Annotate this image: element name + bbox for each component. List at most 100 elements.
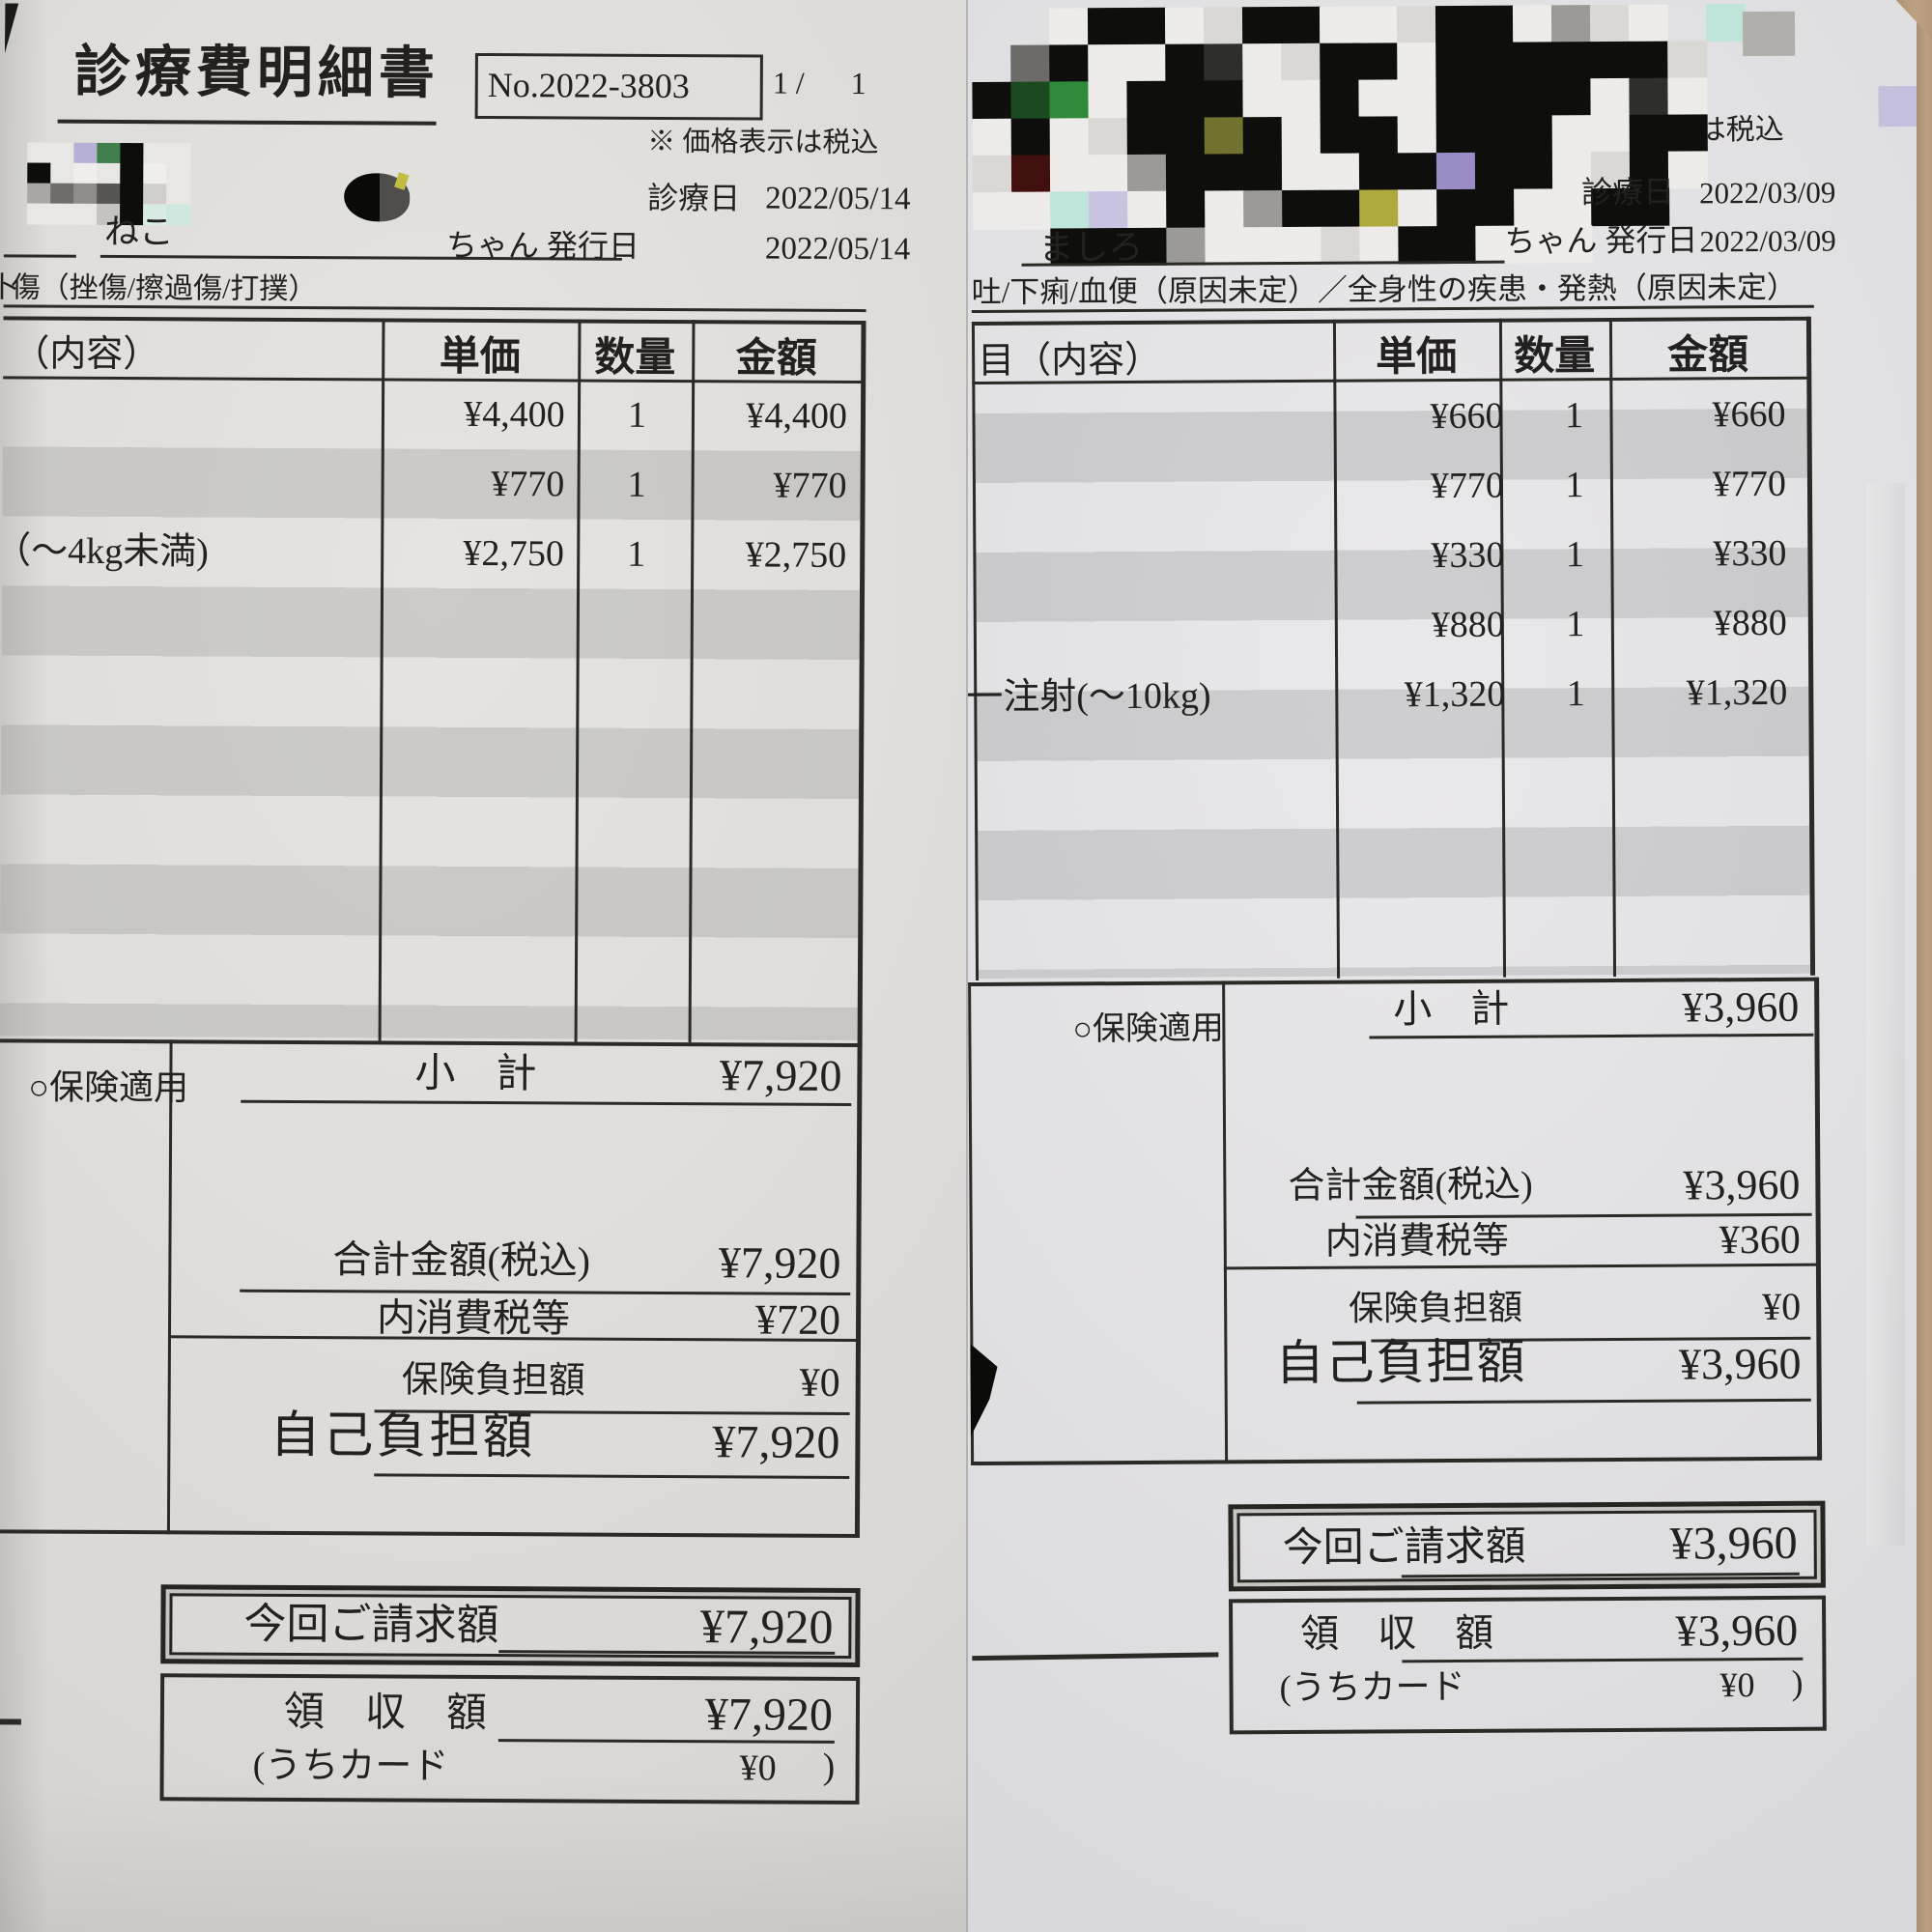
item-unit-price: ¥660 [1430,395,1504,438]
item-quantity: 1 [627,394,647,436]
insurance-burden-label: 保険負担額 [1349,1288,1523,1328]
redaction-pixel [1629,41,1669,79]
table-row: （～4kg未満) ¥2,750 1 ¥2,750 [0,516,862,590]
item-amount: ¥660 [1712,393,1786,436]
subtotal-underline [1369,1033,1814,1039]
item-quantity: 1 [1566,604,1585,645]
redaction-pixel [1359,189,1400,228]
subtotal-value: ¥7,920 [719,1050,842,1100]
redaction-pixel [1087,8,1128,46]
redaction-pixel [1358,116,1399,155]
redaction-pixel [1475,188,1516,227]
item-rows: ¥660 1 ¥660 ¥770 1 ¥770 ¥330 1 ¥330 ¥880… [966,380,1808,732]
receipt-number-box: No.2022-3803 [474,52,763,121]
redaction-pixel [1435,115,1476,155]
redaction-pixel [1204,80,1244,119]
self-pay-value: ¥3,960 [1678,1338,1802,1389]
redaction-pixel [1513,42,1553,80]
redaction-pixel [1667,41,1708,79]
insurance-applied-label: ○保険適用 [28,1067,189,1108]
redaction-pixel [1241,7,1283,45]
redaction-pixel [1203,7,1244,45]
redaction-pixel [1165,154,1207,192]
redaction-pixel [1089,191,1129,230]
billed-label: 今回ご請求額 [1282,1524,1526,1572]
insurance-burden-value: ¥0 [799,1360,840,1406]
visit-date-label: 診療日 [1581,174,1675,211]
redaction-pixel [1049,118,1090,156]
redaction-pixel [1204,117,1244,156]
redaction-pixel [1126,80,1167,120]
redaction-pixel [1397,153,1438,191]
redaction-pixel [1125,7,1167,46]
diagnosis-text: 傷（挫傷/擦過傷/打撲） [11,271,318,306]
redaction-pixel [1398,189,1438,228]
item-description: （～4kg未満) [0,530,210,573]
redaction-pixel [1667,77,1708,116]
redaction-pixel [1088,155,1129,193]
redaction-pixel [97,142,122,165]
page-indicator: 1 / 1 [772,65,867,101]
redaction-pixel [1357,6,1399,44]
paper-edge-line [972,1652,1219,1662]
insurance-burden-label: 保険負担額 [401,1359,585,1402]
title-underline [57,119,437,126]
diagnosis-underline [3,304,867,313]
self-pay-value: ¥7,920 [712,1416,840,1468]
redaction-pixel [1049,81,1090,120]
item-amount: ¥770 [773,465,847,506]
redaction-pixel [1088,118,1128,156]
redaction-pixel [1358,79,1399,118]
redaction-pixel [1242,80,1283,119]
redaction-pixel [1589,4,1631,43]
subtotal-label: 小 計 [1393,986,1510,1032]
redaction-pixel [1204,154,1245,192]
redaction-pixel [1628,4,1669,43]
redaction-pixel [1396,6,1437,44]
redaction-pixel [97,162,122,185]
redaction-pixel [1590,77,1631,117]
tax-included-note: ※ 価格表示は税込 [647,126,879,159]
table-row: ¥770 1 ¥770 [2,446,862,521]
redaction-pixel [1514,188,1554,227]
redaction-pixel [27,162,52,185]
redaction-pixel [1398,226,1438,265]
redaction-pixel [1281,116,1321,156]
receipt-photo-left: 診療費明細書 No.2022-3803 1 / 1 ※ 価格表示は税込 診療日 … [0,0,966,1932]
redaction-pixel [1321,189,1361,228]
item-amount: ¥4,400 [746,395,848,437]
redaction-pixel [1474,152,1516,190]
redaction-pixel [143,163,168,185]
redaction-pixel [1242,43,1283,82]
redaction-pixel [27,183,52,205]
item-unit-price: ¥880 [1431,604,1505,646]
tax-label: 内消費税等 [376,1295,571,1341]
item-description: 一注射(～10kg) [966,675,1211,719]
item-unit-price: ¥330 [1431,534,1505,577]
redaction-block [1878,86,1921,128]
redaction-pixel [1088,81,1128,120]
item-description [975,452,1338,524]
subtotal-label: 小 計 [414,1051,537,1097]
redaction-pixel [166,163,191,185]
received-value: ¥7,920 [704,1689,834,1741]
name-underline-left [3,254,76,258]
table-top-border [971,316,1810,327]
redaction-pixel [1088,44,1128,83]
redaction-pixel [1010,155,1052,193]
item-unit-price: ¥1,320 [1404,673,1506,716]
redaction-pixel [1243,190,1284,229]
summary-separator [1223,1263,1820,1270]
redaction-pixel [1281,43,1321,82]
redaction-pixel [1127,190,1168,230]
item-amount: ¥1,320 [1686,671,1788,714]
redaction-pixel [1397,79,1437,118]
redaction-pixel [1629,77,1669,116]
redaction-pixel [1590,41,1631,80]
table-row: ¥880 1 ¥880 [976,588,1808,663]
redaction-pixel [1436,225,1477,265]
receipt-title: 診療費明細書 [73,40,440,105]
redaction-pixel [166,143,191,165]
issue-date-label: ちゃん 発行日 [445,227,640,264]
redaction-pixel [1513,78,1553,117]
